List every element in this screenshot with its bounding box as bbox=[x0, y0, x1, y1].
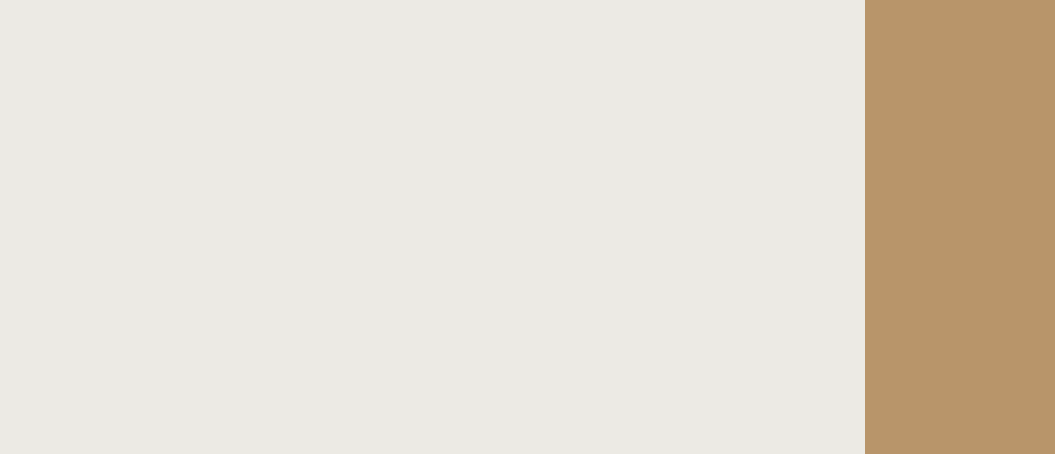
Text: 30: 30 bbox=[260, 222, 279, 236]
Text: …algorithm to find an approximate minimum Hamilton circuit: …algorithm to find an approximate minimu… bbox=[401, 419, 908, 434]
Bar bbox=[0, 0, 865, 454]
Text: W: W bbox=[152, 79, 171, 98]
Text: 9: 9 bbox=[304, 148, 314, 162]
Text: Z: Z bbox=[155, 227, 168, 245]
Text: A) Minimum Hamilton circuit is W →X →Z →Y →W; weight = 79: A) Minimum Hamilton circuit is W →X →Z →… bbox=[74, 291, 577, 306]
Circle shape bbox=[330, 201, 377, 221]
Circle shape bbox=[161, 104, 208, 123]
Circle shape bbox=[330, 104, 377, 123]
Text: C) Minimum Hamilton circuit is W →Y →X →Z →W; weight = 67: C) Minimum Hamilton circuit is W →Y →X →… bbox=[74, 395, 577, 410]
Text: 4): 4) bbox=[870, 45, 884, 59]
Text: minimum Hamilton circuit.: minimum Hamilton circuit. bbox=[26, 57, 213, 70]
Text: Y: Y bbox=[370, 227, 383, 245]
Text: Use the brute force algorithm to find a minimum Hamilton circuit for the graph. : Use the brute force algorithm to find a … bbox=[26, 16, 870, 29]
Bar bbox=[865, 0, 1055, 454]
Text: 25: 25 bbox=[122, 159, 141, 173]
Text: B) Minimum Hamilton circuit is W →X →Y →Z →W; weight = 60: B) Minimum Hamilton circuit is W →X →Y →… bbox=[74, 343, 577, 358]
Text: 18: 18 bbox=[226, 148, 245, 162]
Text: X: X bbox=[369, 79, 384, 98]
Text: 15: 15 bbox=[379, 159, 398, 173]
Text: 22: 22 bbox=[260, 91, 279, 104]
Text: 4): 4) bbox=[63, 91, 79, 104]
Circle shape bbox=[161, 201, 208, 221]
